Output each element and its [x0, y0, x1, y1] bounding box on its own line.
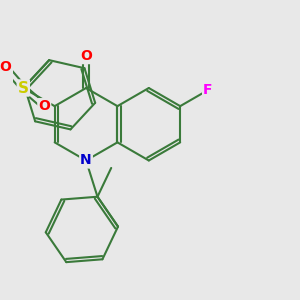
Text: F: F: [203, 83, 213, 97]
Text: O: O: [38, 99, 50, 113]
Text: S: S: [18, 80, 29, 95]
Text: N: N: [80, 154, 92, 167]
Text: O: O: [80, 49, 92, 63]
Text: O: O: [0, 60, 11, 74]
